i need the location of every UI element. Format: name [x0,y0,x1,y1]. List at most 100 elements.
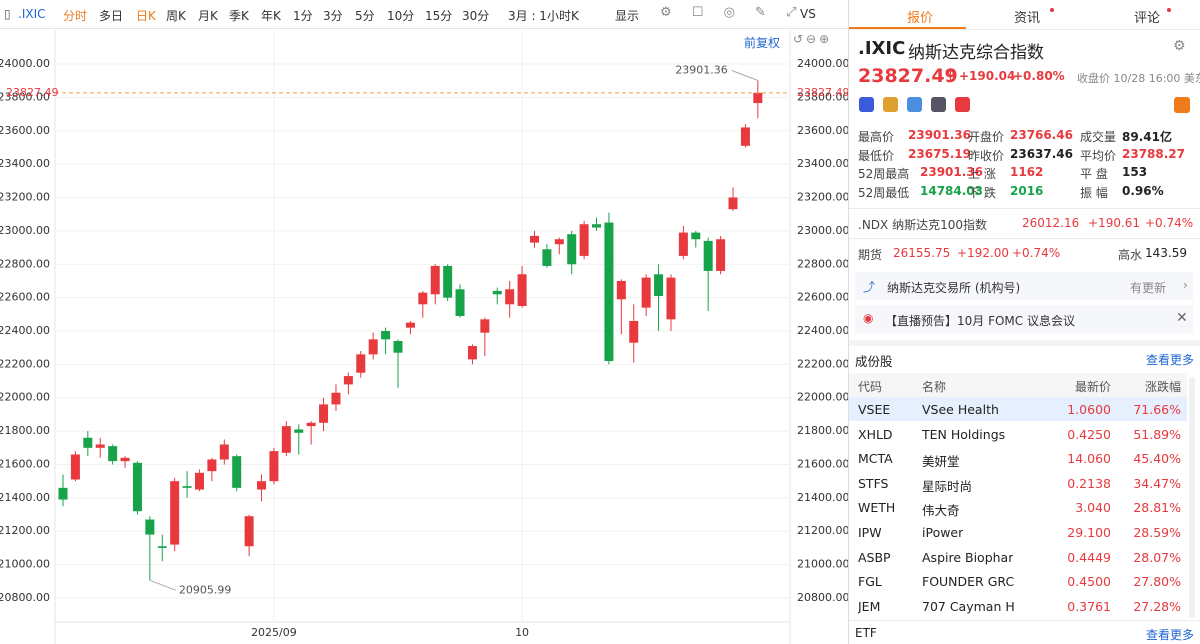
candle-body [728,197,738,210]
high-leader [731,70,758,81]
change: +190.04 [959,69,1016,83]
toolbar-item[interactable]: 分时 [63,9,88,23]
quick-icon[interactable] [907,97,922,112]
related-price: 26012.16 [1022,216,1080,230]
stat-label: 下 跌 [968,185,996,200]
candle-body [269,451,279,482]
settings-icon[interactable]: ⚙ [1173,38,1186,54]
more-link[interactable]: 查看更多 [1146,628,1195,642]
toolbar-item[interactable]: 1分 [293,9,313,23]
table-cell: FOUNDER GRC [922,574,1015,590]
candle-body [306,422,316,427]
table-cell[interactable]: MCTA [858,451,893,467]
y-tick-label: 23000.00 [0,224,50,237]
live-banner[interactable]: 【直播预告】10月 FOMC 议息会议 [885,314,1075,328]
toolbar-item[interactable]: 3月 : 1小时K [508,9,579,23]
candle-body [616,280,626,300]
table-cell[interactable]: STFS [858,475,889,491]
toolbar-item[interactable]: 5分 [355,9,375,23]
stat-value: 23637.46 [1010,146,1074,161]
related-index: .NDX 纳斯达克100指数 [858,218,987,232]
column-header[interactable]: 代码 [858,380,883,394]
y-tick-label: 23800.00 [0,90,50,103]
toolbar-item[interactable]: 30分 [462,9,490,23]
candle-body [294,429,304,433]
table-cell[interactable]: FGL [858,574,882,590]
zoom-icons: ↺⊖⊕ [793,32,833,46]
toolbar-icons: ⚙ ☐ ◎ ✎ ⤢ [660,5,805,20]
x-tick-label: 10 [515,626,529,639]
column-header[interactable]: 最新价 [1074,380,1111,394]
candle-body [740,127,750,146]
exchange[interactable]: 纳斯达克交易所 (机构号) [887,281,1021,295]
low-annotation: 20905.99 [179,583,232,596]
y2-tick-label: 24000.00 [797,57,848,70]
quick-icon[interactable] [859,97,874,112]
exchange-note[interactable]: 有更新 [1130,281,1167,295]
badge-dot [1050,8,1054,12]
alert-icon[interactable] [1174,97,1190,113]
table-cell: 3.040 [1075,500,1111,516]
table-cell[interactable]: WETH [858,500,896,516]
table-cell: 0.4500 [1067,574,1111,590]
table-cell[interactable]: VSEE [858,402,891,417]
tab[interactable]: 报价 [907,11,934,26]
column-header[interactable]: 涨跌幅 [1144,380,1181,394]
candle-body [654,274,664,296]
table-cell[interactable]: XHLD [858,426,893,442]
sidebar-icon[interactable]: ▯ [4,7,11,21]
candle-body [331,392,341,405]
quick-icon[interactable] [955,97,970,112]
y-tick-label: 22200.00 [0,357,50,370]
y2-tick-label: 22400.00 [797,324,848,337]
candle-body [492,290,502,295]
candle-body [120,457,130,462]
toolbar-item[interactable]: 周K [166,9,186,23]
toolbar-item[interactable]: 10分 [387,9,415,23]
stat-label: 平均价 [1080,148,1117,163]
toolbar-item[interactable]: 显示 [615,9,640,23]
adjust-toggle[interactable]: 前复权 [744,36,781,50]
tab[interactable]: 评论 [1134,11,1161,26]
last-price-label: 23827.49 [797,86,848,99]
candle-body [467,346,477,360]
candle-body [70,454,80,480]
y-tick-label: 22800.00 [0,257,50,270]
y2-tick-label: 23000.00 [797,224,848,237]
symbol[interactable]: .IXIC [18,7,46,21]
y2-tick-label: 21800.00 [797,424,848,437]
table-cell: 51.89% [1133,426,1181,442]
toolbar-item[interactable]: 15分 [425,9,453,23]
y2-tick-label: 21000.00 [797,558,848,571]
quick-icon[interactable] [931,97,946,112]
table-cell: 0.4449 [1067,549,1111,565]
y-tick-label: 21400.00 [0,491,50,504]
toolbar: ▯ .IXIC 分时 多日 日K 周K 月K 季K 年K 1分 3分 5分 10分 15分 30分 3月 … [0,0,848,29]
toolbar-item[interactable]: VS [800,7,816,21]
table-cell[interactable]: JEM [858,598,881,614]
more-link[interactable]: 查看更多 [1146,353,1195,367]
toolbar-item[interactable]: 3分 [323,9,343,23]
toolbar-item[interactable]: 季K [229,9,249,23]
toolbar-item[interactable]: 月K [198,9,218,23]
tab[interactable]: 资讯 [1014,11,1041,26]
table-cell[interactable]: ASBP [858,549,891,565]
exchange-icon: ⤴ [863,280,876,294]
close-icon[interactable]: ✕ [1176,310,1188,326]
stat-label: 成交量 [1080,130,1117,144]
table-cell: TEN Holdings [922,426,1006,442]
quick-icon[interactable] [883,97,898,112]
low-leader [149,579,177,591]
candle-body [381,331,391,340]
column-header[interactable]: 名称 [922,380,947,394]
toolbar-item[interactable]: 日K [136,9,156,23]
candle-body [356,354,366,373]
stat-value: 2016 [1010,183,1044,198]
futures-price: 26155.75 [893,246,951,260]
table-cell: Aspire Biophar [922,549,1014,565]
toolbar-item[interactable]: 年K [261,9,281,23]
table-cell[interactable]: IPW [858,525,882,540]
toolbar-item[interactable]: 多日 [99,9,124,23]
section-gap [849,340,1200,346]
